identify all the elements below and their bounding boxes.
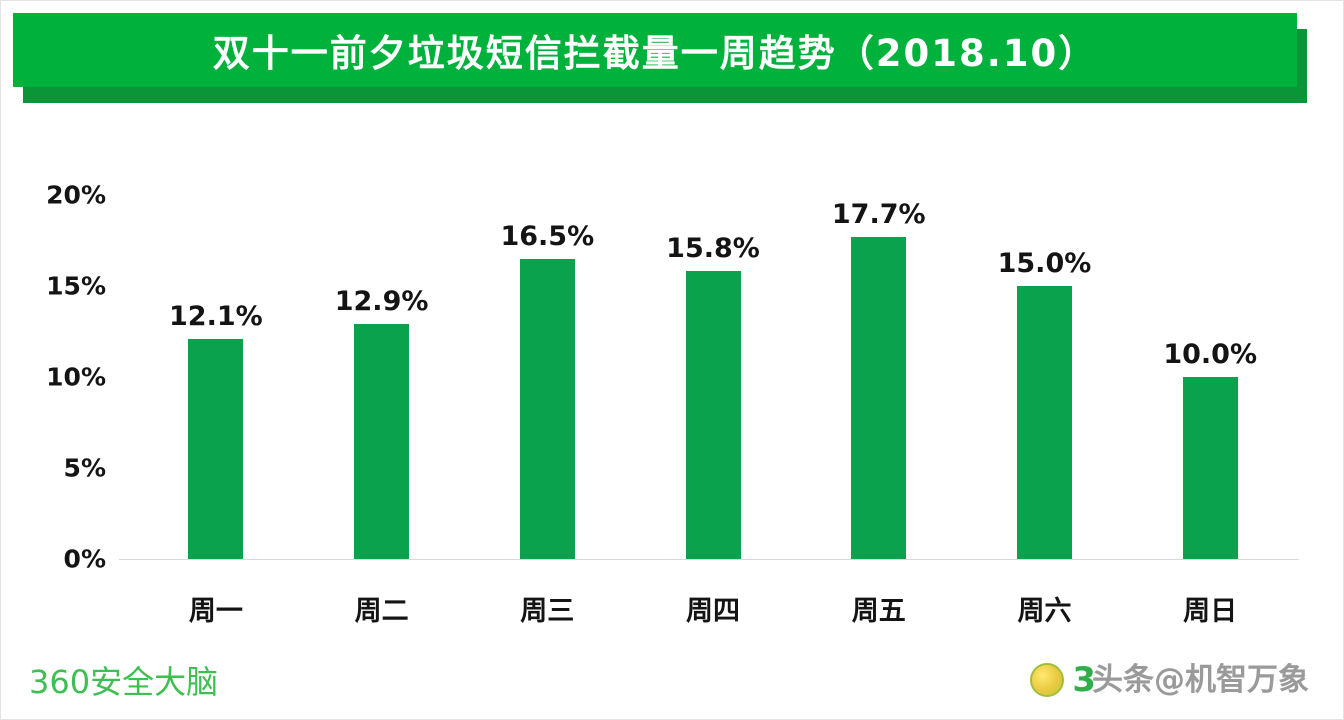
bar-value-label: 12.1% [169, 300, 263, 332]
bar-group: 16.5% [464, 195, 630, 559]
bar-value-label: 16.5% [500, 220, 595, 252]
bar [1182, 377, 1238, 559]
y-axis-label: 5% [63, 453, 106, 483]
x-axis-label: 周三 [520, 596, 575, 627]
y-axis: 20% 15% 10% 5% 0% [1, 183, 106, 572]
page-title: 双十一前夕垃圾短信拦截量一周趋势（2018.10） [212, 32, 1098, 75]
bar-value-label: 17.7% [831, 198, 926, 230]
bar-group: 15.0% [962, 195, 1128, 559]
x-axis-label: 周一 [188, 596, 243, 627]
watermark-text: 头条@机智万象 [1092, 661, 1309, 698]
bar-value-label: 12.9% [334, 286, 429, 318]
y-axis-label: 15% [46, 271, 106, 301]
x-axis-label: 周六 [1017, 596, 1072, 627]
bar-group: 15.8% [630, 195, 796, 559]
bar [685, 271, 741, 559]
bar-value-label: 15.0% [997, 248, 1092, 279]
y-axis-label: 0% [63, 544, 106, 574]
x-axis-label: 周二 [354, 596, 409, 627]
bar [188, 338, 244, 559]
bar-value-label: 15.8% [666, 233, 760, 265]
360-badge-icon [1030, 663, 1065, 697]
plot-area: 12.1% 12.9% 16.5% 15.8% 17.7% 15.0% 10.0% [133, 195, 1293, 559]
brand-text: 360安全大脑 [29, 663, 219, 701]
x-axis-label: 周四 [686, 596, 741, 627]
bar [851, 236, 907, 559]
bar [354, 324, 410, 559]
y-axis-label: 20% [46, 180, 106, 210]
watermark-brand-fragment: 3 [1072, 660, 1096, 700]
bar-group: 12.9% [299, 195, 465, 559]
bar-group: 10.0% [1127, 195, 1293, 559]
bar-group: 12.1% [133, 195, 299, 559]
title-banner: 双十一前夕垃圾短信拦截量一周趋势（2018.10） [13, 13, 1297, 87]
watermark: 3 头条@机智万象 [1030, 663, 1309, 697]
bar-value-label: 10.0% [1163, 339, 1257, 370]
x-axis-label: 周五 [851, 596, 906, 627]
y-axis-label: 10% [46, 362, 106, 392]
x-axis-line [119, 559, 1299, 560]
x-axis: 周一 周二 周三 周四 周五 周六 周日 [133, 589, 1293, 628]
bar [519, 258, 575, 559]
bar [1016, 286, 1072, 559]
bar-group: 17.7% [796, 195, 962, 559]
x-axis-label: 周日 [1183, 596, 1238, 627]
